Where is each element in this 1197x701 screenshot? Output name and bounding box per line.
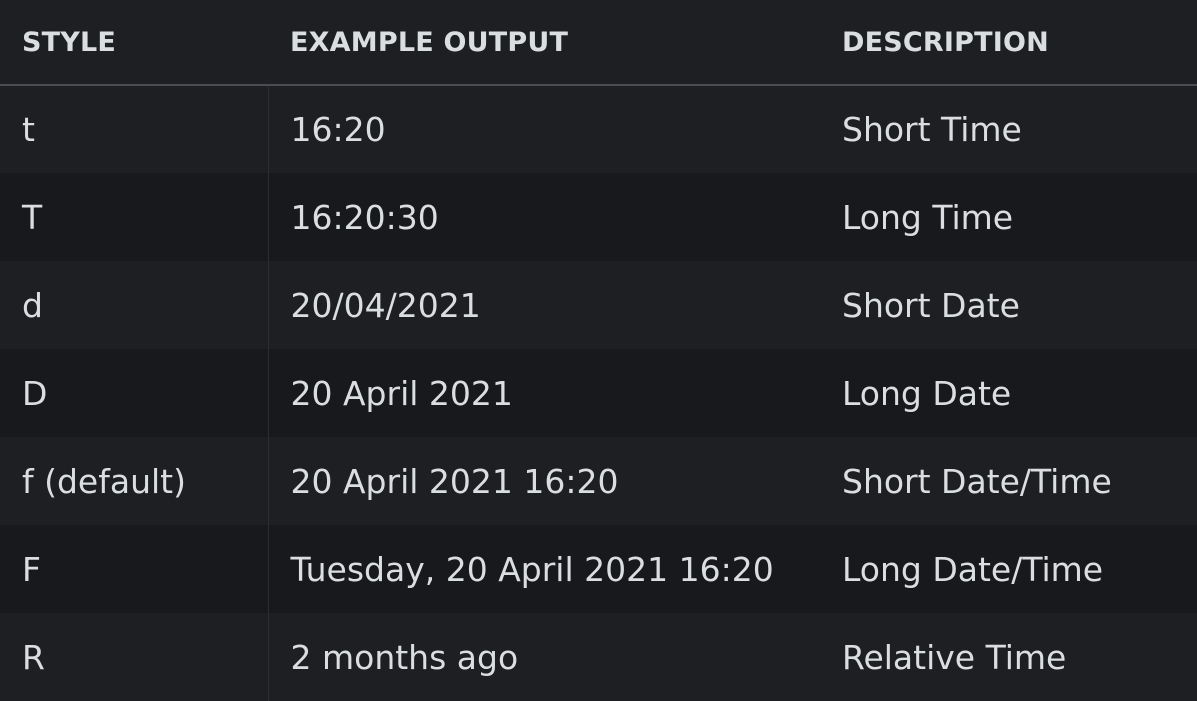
description-cell: Long Date/Time [842, 549, 1104, 589]
description-cell: Short Date [842, 285, 1020, 325]
example-output-cell: 20 April 2021 [290, 373, 513, 413]
example-output-cell: Tuesday, 20 April 2021 16:20 [290, 549, 774, 589]
description-cell: Relative Time [842, 637, 1067, 677]
table-row: F Tuesday, 20 April 2021 16:20 Long Date… [0, 525, 1197, 613]
style-cell: F [0, 525, 269, 613]
table-row: d 20/04/2021 Short Date [0, 261, 1197, 349]
style-cell: T [0, 173, 269, 261]
description-cell: Short Time [842, 110, 1022, 149]
style-cell: t [0, 85, 269, 173]
table-row: T 16:20:30 Long Time [0, 173, 1197, 261]
description-cell: Long Time [842, 197, 1014, 237]
table-row: R 2 months ago Relative Time [0, 613, 1197, 701]
example-output-cell: 16:20:30 [290, 197, 439, 237]
style-cell: D [0, 349, 269, 437]
example-output-cell: 2 months ago [290, 637, 519, 677]
description-cell: Long Date [842, 373, 1012, 413]
example-output-cell: 20/04/2021 [290, 285, 481, 325]
table-body: t 16:20 Short Time T 16:20:30 Long Time … [0, 85, 1197, 701]
column-header-style: STYLE [0, 0, 268, 86]
header-row: STYLE EXAMPLE OUTPUT DESCRIPTION [0, 0, 1197, 86]
example-output-cell: 16:20 [290, 110, 386, 149]
table-row: D 20 April 2021 Long Date [0, 349, 1197, 437]
description-cell: Short Date/Time [842, 461, 1112, 501]
table-header: STYLE EXAMPLE OUTPUT DESCRIPTION [0, 0, 1197, 86]
column-header-description: DESCRIPTION [820, 0, 1197, 86]
style-cell: f (default) [0, 437, 269, 525]
example-output-cell: 20 April 2021 16:20 [290, 461, 619, 501]
table-row: f (default) 20 April 2021 16:20 Short Da… [0, 437, 1197, 525]
style-cell: d [0, 261, 269, 349]
style-cell: R [0, 613, 269, 701]
column-header-example-output: EXAMPLE OUTPUT [268, 0, 820, 86]
table-row: t 16:20 Short Time [0, 85, 1197, 173]
